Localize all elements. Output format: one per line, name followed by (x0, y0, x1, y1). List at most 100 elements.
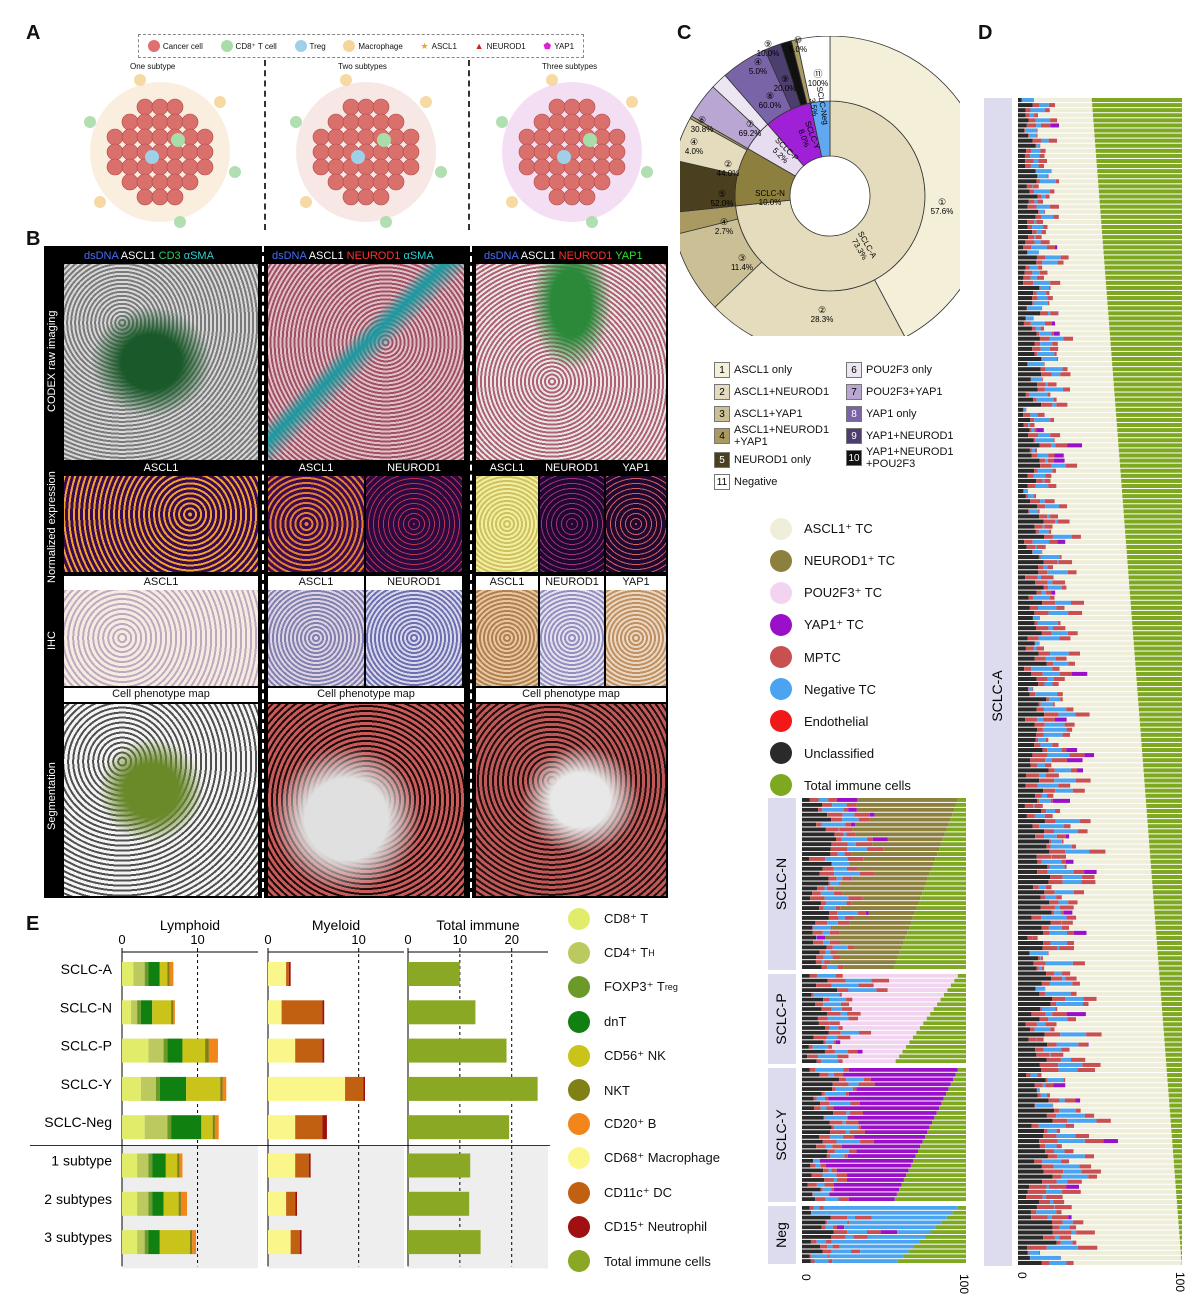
bar-segment (169, 962, 174, 986)
composition-segment (826, 1035, 838, 1040)
composition-segment (814, 1002, 824, 1007)
composition-segment (845, 1120, 859, 1125)
composition-segment (802, 1149, 828, 1154)
composition-segment (1050, 1052, 1064, 1057)
composition-segment (1018, 1042, 1048, 1047)
subtype-legend-item: 3 ASCL1+YAP1 (714, 406, 844, 422)
legend-label: Treg (309, 41, 326, 51)
composition-segment (1018, 331, 1037, 336)
composition-segment (831, 983, 859, 988)
composition-segment (1034, 113, 1039, 118)
composition-segment (1041, 372, 1052, 377)
composition-segment (1018, 1245, 1028, 1250)
ihc-label-col3-a: ASCL1 (476, 576, 538, 590)
bar-segment (171, 1000, 174, 1025)
composition-segment (859, 871, 875, 876)
composition-segment (1018, 687, 1028, 692)
legend-dot (770, 614, 792, 636)
panel-a-title-3: Three subtypes (542, 62, 598, 71)
composition-segment (802, 1206, 810, 1210)
composition-segment (1086, 930, 1157, 935)
composition-segment (1047, 1078, 1064, 1083)
composition-segment (1055, 788, 1073, 793)
composition-segment (802, 965, 822, 969)
cancer-cell (136, 128, 154, 146)
composition-segment (1044, 819, 1056, 824)
composition-segment (1037, 382, 1046, 387)
composition-segment (1082, 1062, 1101, 1067)
composition-segment (1080, 1189, 1177, 1194)
legend-dot (568, 1215, 590, 1238)
ihc-image-col3-a (476, 590, 538, 686)
composition-segment (933, 861, 966, 866)
composition-segment (1059, 1108, 1076, 1113)
legend-dot (568, 908, 590, 930)
composition-segment (1026, 1073, 1031, 1078)
composition-segment (802, 960, 816, 965)
composition-segment (1080, 1098, 1170, 1103)
composition-segment (1042, 803, 1147, 808)
composition-segment (1040, 1093, 1047, 1098)
bar-segment (180, 1191, 187, 1216)
composition-segment (848, 1054, 900, 1059)
composition-segment (1056, 397, 1115, 402)
ihc-label-col2-b: NEUROD1 (366, 576, 462, 590)
bar-segment (281, 1000, 323, 1025)
composition-segment (1038, 164, 1045, 169)
composition-segment (1018, 966, 1037, 971)
composition-segment (848, 1149, 857, 1154)
composition-segment (1042, 306, 1108, 311)
composition-segment (1165, 1052, 1182, 1057)
composition-segment (1018, 697, 1047, 702)
composition-segment (840, 1040, 910, 1045)
composition-segment (831, 1125, 835, 1130)
row-label-segmentation: Segmentation (46, 762, 58, 830)
composition-segment (1042, 377, 1114, 382)
composition-segment (802, 1220, 826, 1225)
composition-segment (1058, 712, 1076, 717)
composition-segment (1044, 321, 1052, 326)
composition-segment (1018, 829, 1045, 834)
composition-segment (833, 1106, 940, 1111)
composition-segment (1093, 123, 1182, 128)
composition-segment (1163, 1032, 1182, 1037)
composition-segment (1054, 1235, 1060, 1240)
composition-segment (1038, 250, 1104, 255)
composition-segment (1055, 519, 1058, 524)
cancer-cell (196, 128, 214, 146)
composition-segment (1061, 585, 1067, 590)
composition-segment (1140, 732, 1182, 737)
composition-segment (802, 802, 823, 807)
composition-segment (802, 1021, 819, 1026)
composition-segment (1037, 351, 1055, 356)
composition-segment (1072, 788, 1085, 793)
bar-segment (159, 1076, 187, 1101)
t-cell (496, 116, 508, 128)
composition-segment (1145, 798, 1182, 803)
composition-segment (1018, 1174, 1053, 1179)
composition-segment (1039, 641, 1040, 646)
composition-segment (848, 1016, 859, 1021)
composition-segment (1047, 748, 1062, 753)
composition-segment (1051, 631, 1068, 636)
composition-segment (1073, 707, 1139, 712)
cancer-cell (121, 143, 139, 161)
composition-segment (1032, 549, 1033, 555)
composition-segment (1170, 1113, 1182, 1118)
sclc-a-bar-chart: SCLC-A0 100 (984, 98, 1187, 1292)
bar-segment (408, 1230, 481, 1255)
bar-segment (163, 1038, 168, 1063)
composition-segment (858, 1016, 927, 1021)
composition-segment (940, 997, 966, 1002)
composition-segment (1050, 920, 1062, 925)
composition-segment (1045, 773, 1059, 778)
composition-segment (1094, 128, 1182, 133)
composition-segment (1089, 1133, 1172, 1139)
legend-item: ▲ NEUROD1 (475, 41, 526, 51)
composition-segment (1044, 108, 1050, 113)
composition-segment (1047, 1215, 1052, 1220)
composition-segment (1038, 1199, 1051, 1205)
composition-segment (1101, 230, 1182, 235)
composition-segment (1056, 605, 1065, 610)
